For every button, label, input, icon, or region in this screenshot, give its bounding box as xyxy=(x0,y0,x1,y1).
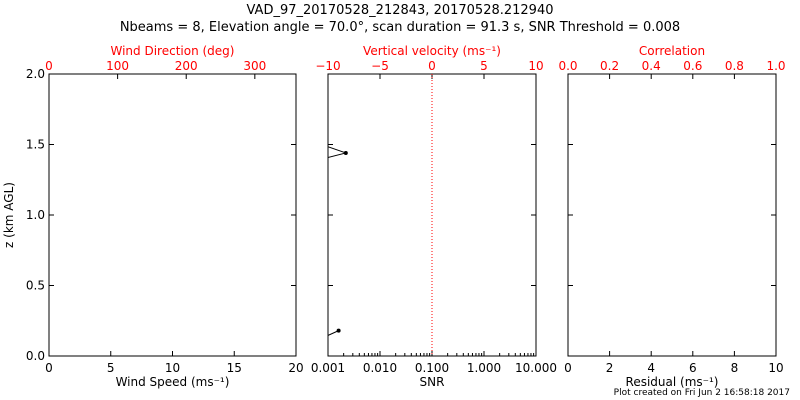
x-tick-label: 10 xyxy=(768,361,783,375)
x-tick-label: 0 xyxy=(564,361,572,375)
x-tick-label: 2 xyxy=(606,361,614,375)
snr-profile-line xyxy=(328,330,339,336)
x-axis-label: Residual (ms⁻¹) xyxy=(626,375,719,389)
top-tick-label: 300 xyxy=(243,59,266,73)
y-tick-label: 2.0 xyxy=(26,67,45,81)
top-tick-label: 5 xyxy=(480,59,488,73)
top-tick-label: 10 xyxy=(528,59,543,73)
panel-frame xyxy=(48,73,297,357)
top-axis-label: Wind Direction (deg) xyxy=(111,44,235,58)
snr-data-point xyxy=(343,150,348,155)
chart-subtitle: Nbeams = 8, Elevation angle = 70.0°, sca… xyxy=(119,20,681,35)
snr-profile-line xyxy=(328,146,348,158)
x-tick-label: 0.010 xyxy=(363,361,397,375)
top-tick-label: 200 xyxy=(175,59,198,73)
top-tick-label: 0.0 xyxy=(558,59,577,73)
x-tick-label: 15 xyxy=(227,361,242,375)
top-axis-label: Vertical velocity (ms⁻¹) xyxy=(363,44,501,58)
x-tick-label: 8 xyxy=(731,361,739,375)
top-tick-label: 0.2 xyxy=(600,59,619,73)
chart-title: VAD_97_20170528_212843, 20170528.212940 xyxy=(246,3,554,18)
panel-middle: 0.001 0.010 0.100 1.000 10.000 SNR −10 −5 0 5 10 Ve… xyxy=(310,44,557,389)
x-tick-label: 1.000 xyxy=(467,361,501,375)
top-tick-label: 0.4 xyxy=(642,59,661,73)
panel-left: 0.0 0.5 1.0 1.5 2.0 z (km AGL) 0 5 10 15 20 Wind Sp… xyxy=(2,44,304,389)
top-axis-label: Correlation xyxy=(639,44,705,58)
plot-created-footer: Plot created on Fri Jun 2 16:58:18 2017 xyxy=(613,388,790,398)
top-tick-label: 1.0 xyxy=(766,59,785,73)
x-tick-label: 6 xyxy=(689,361,697,375)
top-tick-label: 0 xyxy=(428,59,436,73)
snr-data-point xyxy=(336,328,341,333)
x-tick-label: 20 xyxy=(288,361,303,375)
series-group xyxy=(310,144,348,340)
y-tick-label: 0.0 xyxy=(26,349,45,363)
snr-data-point xyxy=(324,144,328,148)
top-tick-label: 100 xyxy=(106,59,129,73)
top-tick-label: 0.8 xyxy=(725,59,744,73)
x-tick-label: 10 xyxy=(165,361,180,375)
snr-data-point xyxy=(310,159,314,163)
x-tick-label: 0 xyxy=(45,361,53,375)
panel-right: 0 2 4 6 8 10 Residual (ms⁻¹) 0.0 0.2 0.4 0.6 0.8 1.0… xyxy=(558,44,785,389)
top-tick-label: −10 xyxy=(315,59,340,73)
x-axis-label: SNR xyxy=(420,375,445,389)
y-tick-label: 1.0 xyxy=(26,208,45,222)
x-tick-label: 0.100 xyxy=(415,361,449,375)
x-tick-label: 10.000 xyxy=(515,361,557,375)
x-axis-label: Wind Speed (ms⁻¹) xyxy=(116,375,230,389)
snr-data-point xyxy=(321,336,325,340)
y-tick-label: 0.5 xyxy=(26,279,45,293)
x-tick-label: 5 xyxy=(107,361,115,375)
top-tick-label: 0.6 xyxy=(683,59,702,73)
top-tick-label: −5 xyxy=(371,59,389,73)
top-tick-label: 0 xyxy=(45,59,53,73)
y-tick-label: 1.5 xyxy=(26,138,45,152)
x-tick-label: 0.001 xyxy=(311,361,345,375)
panel-frame xyxy=(567,73,777,357)
x-tick-label: 4 xyxy=(647,361,655,375)
y-axis-label: z (km AGL) xyxy=(2,182,16,248)
